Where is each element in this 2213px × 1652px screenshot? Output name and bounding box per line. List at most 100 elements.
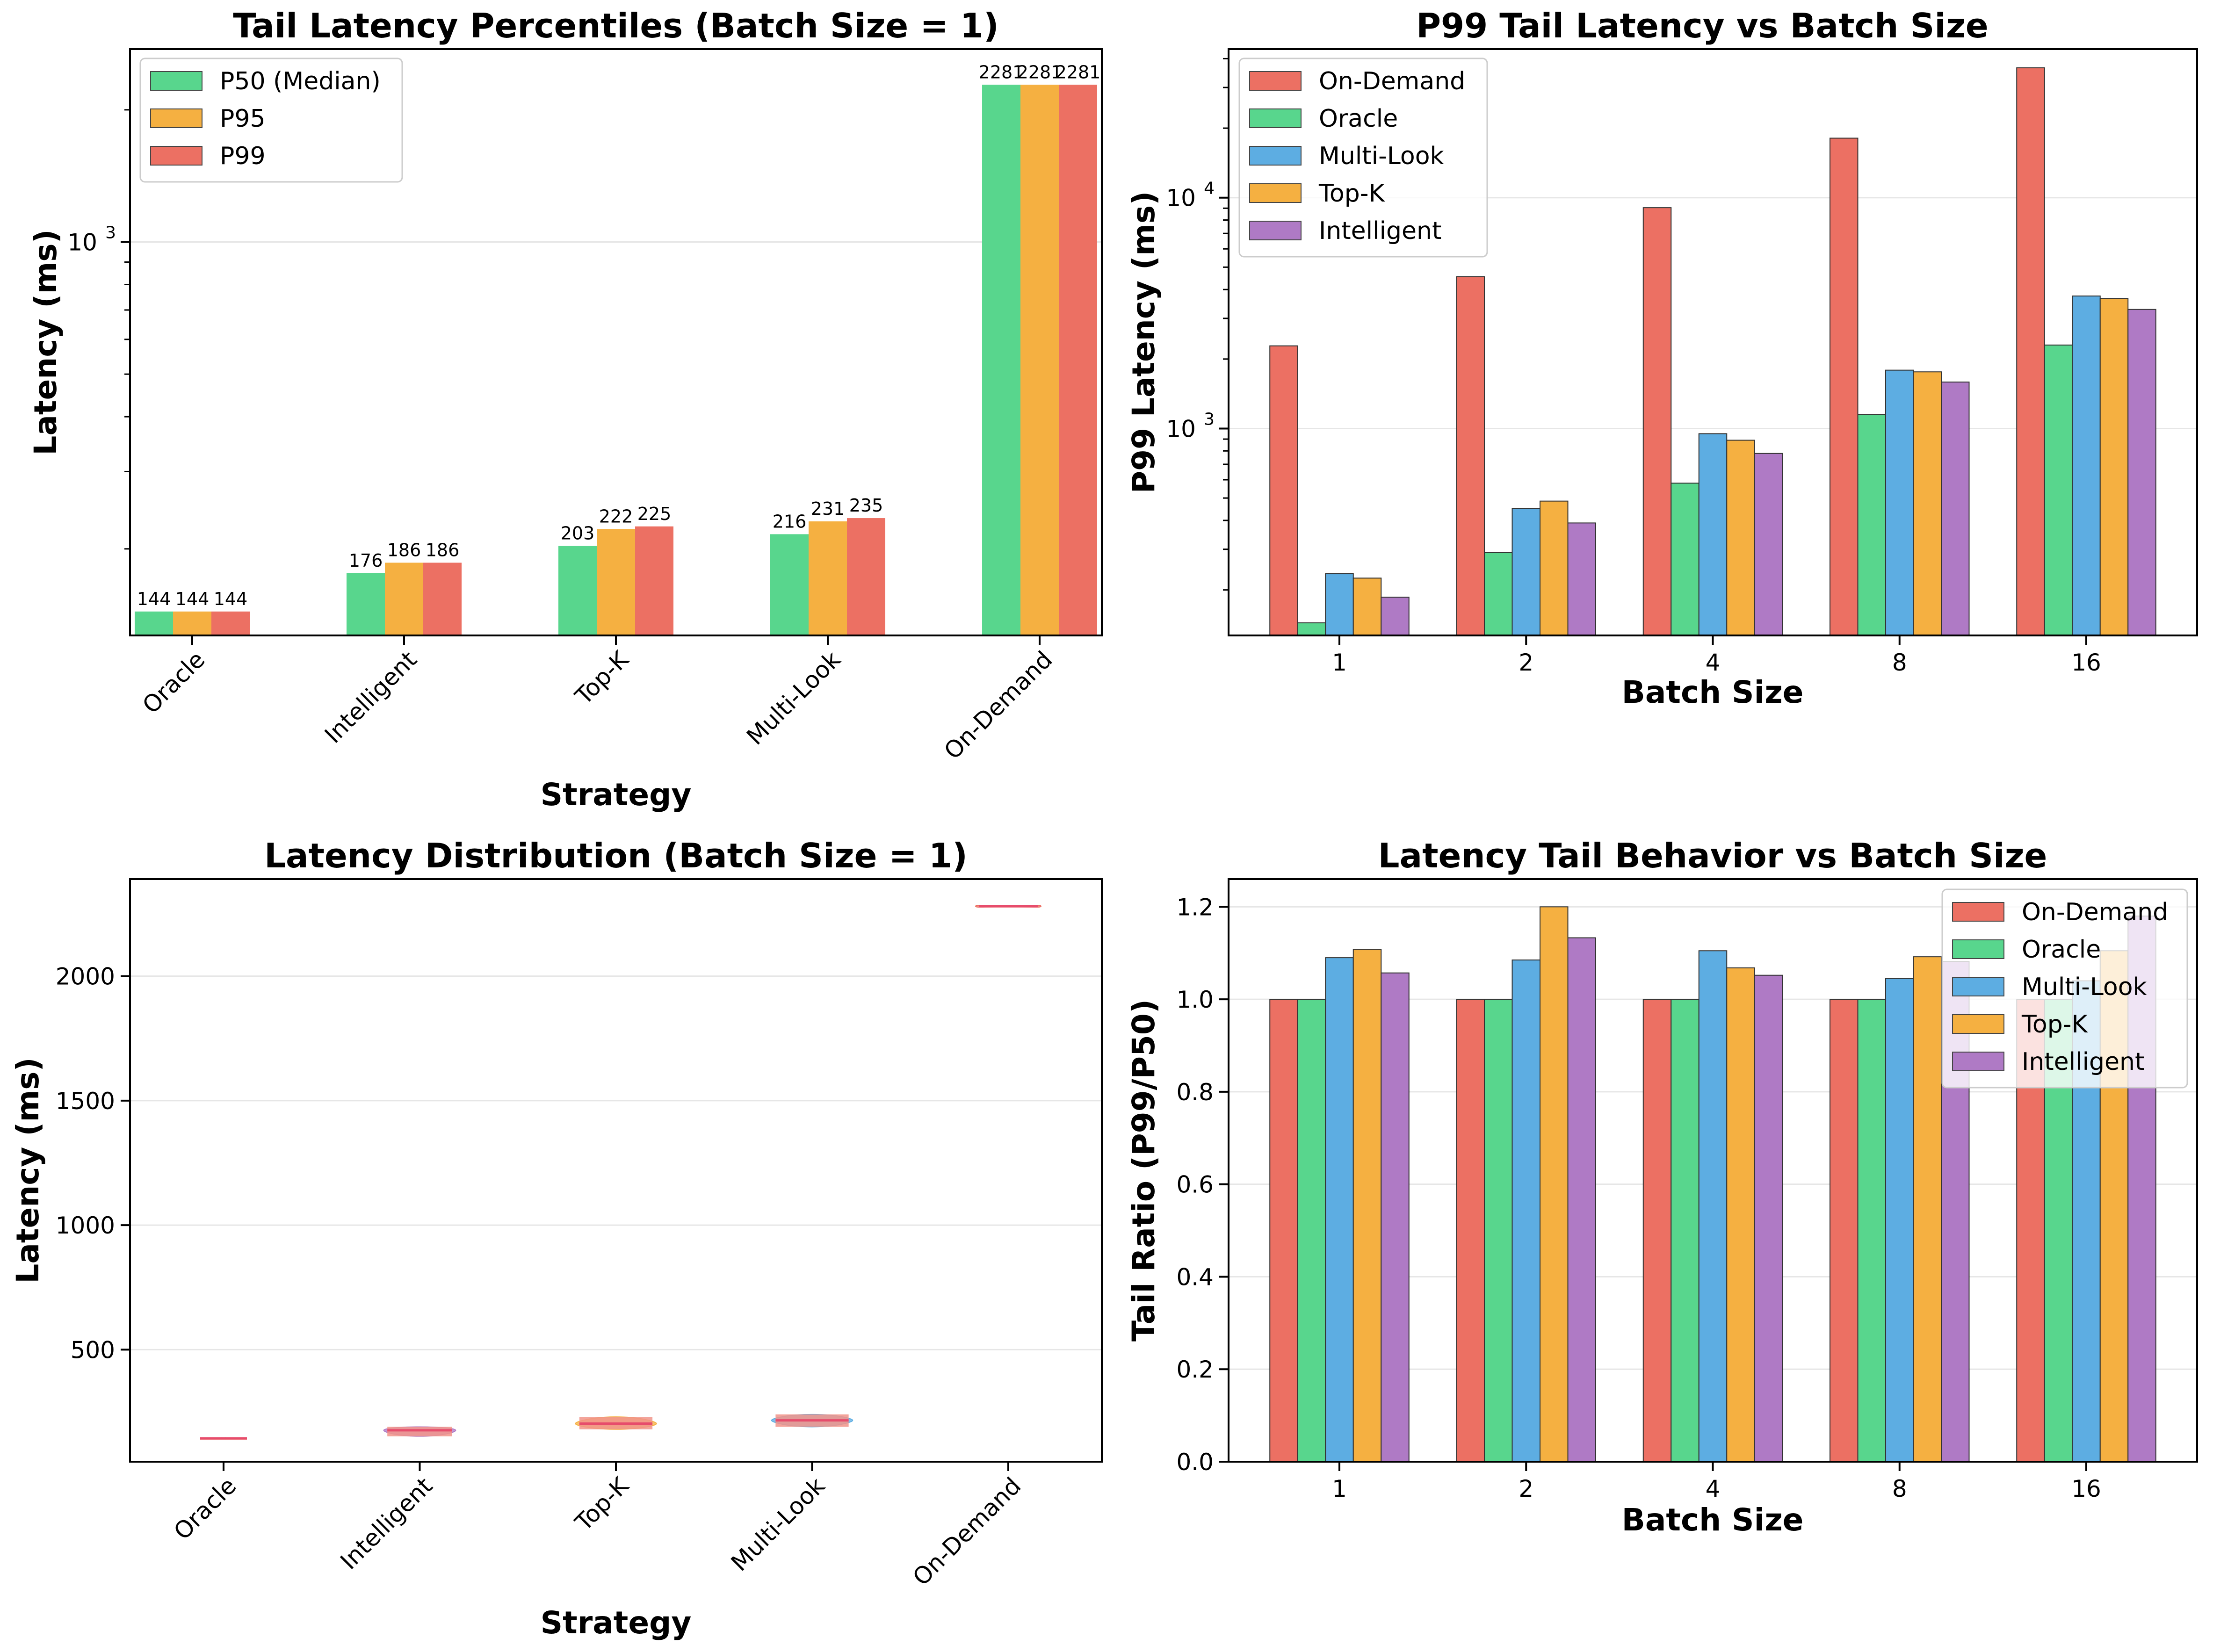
chart-title: P99 Tail Latency vs Batch Size [1416, 6, 1989, 45]
bar-value-label: 231 [811, 498, 845, 519]
chart-p99-vs-batch: P99 Tail Latency vs Batch Size 10 3 10 4 1 2… [1126, 6, 2198, 710]
bar-value-label: 203 [561, 523, 595, 544]
bar-multi-look-batch-2 [1511, 508, 1540, 636]
bar-top-k-batch-8 [1913, 371, 1942, 636]
y-tick-label: 10 [1166, 415, 1196, 442]
bar-on-demand-batch-2 [1456, 276, 1485, 636]
bar-top-k-batch-8 [1913, 956, 1942, 1462]
legend-swatch-p50-median [150, 71, 202, 91]
y-axis-label: P99 Latency (ms) [1126, 191, 1162, 494]
x-tick-label-8: 8 [1892, 649, 1907, 676]
x-axis-label: Batch Size [1622, 1502, 1804, 1538]
x-tick-label-8: 8 [1892, 1475, 1907, 1502]
legend-label-top-k: Top-K [1318, 180, 1386, 208]
bar-intelligent-batch-8 [1941, 382, 1970, 636]
legend-swatch-on-demand [1952, 902, 2004, 922]
legend-swatch-intelligent [1249, 221, 1302, 240]
y-tick-exponent: 3 [105, 224, 116, 243]
bar-on-demand-batch-2 [1456, 999, 1485, 1462]
bar-intelligent-batch-1 [1381, 597, 1410, 636]
bar-value-label: 216 [773, 511, 807, 532]
chart-title: Latency Distribution (Batch Size = 1) [264, 836, 968, 875]
bar-on-demand-batch-4 [1642, 207, 1672, 636]
bar-multi-look-batch-1 [1325, 957, 1354, 1462]
legend-label-oracle: Oracle [2022, 936, 2101, 964]
legend-label-top-k: Top-K [2021, 1010, 2089, 1039]
legend-label-oracle: Oracle [1319, 105, 1398, 133]
y-tick-label: 1000 [56, 1212, 115, 1239]
legend-swatch-intelligent [1952, 1052, 2004, 1071]
bar-on-demand-batch-8 [1830, 999, 1859, 1462]
bar-oracle-batch-1 [1297, 622, 1326, 636]
chart-tail-ratio: Latency Tail Behavior vs Batch Size On-D… [1126, 836, 2198, 1538]
bar-p50-median-intelligent [347, 573, 385, 635]
bar-top-k-batch-4 [1726, 967, 1755, 1462]
bar-multi-look-batch-8 [1885, 369, 1914, 636]
legend-swatch-multi-look [1952, 977, 2004, 996]
y-axis-label: Latency (ms) [28, 229, 64, 455]
bar-on-demand-batch-8 [1830, 137, 1859, 636]
legend-box [1941, 888, 2188, 1089]
x-axis-label: Strategy [541, 777, 692, 813]
bar-oracle-batch-16 [2044, 344, 2073, 636]
bar-multi-look-batch-16 [2072, 296, 2101, 636]
bar-value-label: 176 [349, 550, 383, 571]
bar-p99-top-k [635, 526, 673, 635]
bar-value-label: 2281 [1017, 62, 1063, 82]
bar-value-label: 186 [426, 540, 460, 560]
y-tick-label: 500 [71, 1336, 115, 1363]
legend-label-on-demand: On-Demand [1319, 67, 1465, 95]
bar-p99-on-demand [1059, 85, 1097, 635]
x-tick-label-2: 2 [1519, 1475, 1533, 1502]
y-tick-label: 0.2 [1176, 1356, 1214, 1383]
bar-value-label: 144 [137, 589, 171, 609]
bar-p99-intelligent [423, 563, 462, 635]
bar-top-k-batch-1 [1352, 949, 1382, 1462]
bar-oracle-batch-2 [1484, 552, 1513, 636]
bar-value-label: 2281 [1056, 62, 1101, 82]
bar-p50-median-oracle [135, 611, 173, 635]
legend-label-intelligent: Intelligent [2022, 1048, 2144, 1076]
x-axis-label: Batch Size [1622, 674, 1804, 710]
y-tick-exponent: 3 [1204, 410, 1215, 429]
y-tick-label: 2000 [56, 963, 115, 990]
bar-top-k-batch-16 [2099, 298, 2129, 636]
bar-intelligent-batch-16 [2127, 309, 2156, 636]
bar-intelligent-batch-2 [1567, 522, 1596, 636]
legend-box [139, 58, 403, 183]
bar-value-label: 222 [599, 506, 633, 527]
y-tick-label: 1.0 [1176, 986, 1214, 1013]
y-tick-label: 10 [1166, 185, 1196, 212]
bar-value-label: 2281 [979, 62, 1024, 82]
legend-box [1238, 58, 1488, 258]
bar-multi-look-batch-4 [1698, 950, 1728, 1462]
x-tick-label-4: 4 [1706, 649, 1721, 676]
legend-swatch-on-demand [1249, 71, 1302, 91]
bar-on-demand-batch-4 [1642, 999, 1672, 1462]
legend-swatch-multi-look [1249, 146, 1302, 166]
legend-label-p95: P95 [220, 105, 266, 133]
x-tick-label-4: 4 [1706, 1475, 1721, 1502]
x-tick-label-2: 2 [1519, 649, 1533, 676]
y-tick-label: 1.2 [1176, 894, 1214, 921]
bar-p50-median-top-k [558, 546, 597, 635]
legend-label-p99: P99 [220, 142, 266, 170]
y-tick-label: 1500 [56, 1088, 115, 1115]
x-tick-label-1: 1 [1332, 649, 1347, 676]
chart-title: Tail Latency Percentiles (Batch Size = 1… [233, 6, 998, 45]
bar-oracle-batch-4 [1671, 483, 1700, 636]
bar-oracle-batch-2 [1484, 999, 1513, 1462]
bar-on-demand-batch-16 [2016, 67, 2045, 636]
legend-label-multi-look: Multi-Look [1319, 142, 1444, 170]
bar-value-label: 235 [849, 495, 883, 516]
bar-on-demand-batch-1 [1269, 345, 1298, 636]
y-tick-label: 0.0 [1176, 1449, 1214, 1476]
bar-on-demand-batch-1 [1269, 999, 1298, 1462]
bar-oracle-batch-1 [1297, 999, 1326, 1462]
y-tick-label: 10 [67, 229, 97, 256]
bar-p99-oracle [211, 611, 250, 635]
bar-multi-look-batch-8 [1885, 978, 1914, 1462]
y-tick-exponent: 4 [1204, 179, 1215, 198]
x-tick-label-1: 1 [1332, 1475, 1347, 1502]
